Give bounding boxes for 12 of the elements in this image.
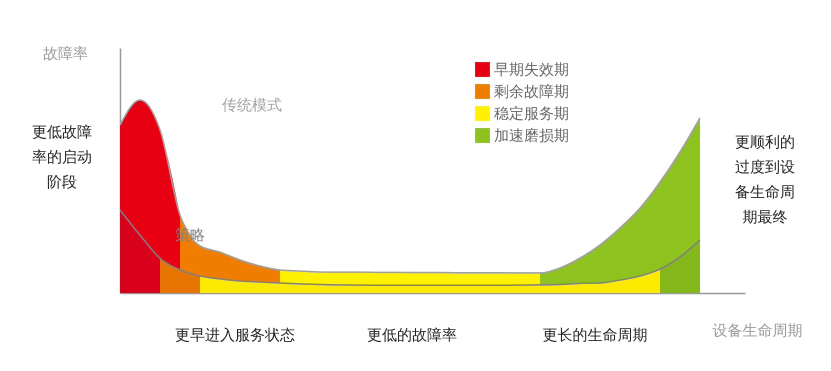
text: 更早进入服务状态	[175, 326, 295, 344]
text: 更顺利的过度到设备生命周期最终	[735, 133, 795, 226]
legend-label: 剩余故障期	[494, 82, 569, 100]
text: 更低故障率的启动阶段	[32, 123, 92, 191]
legend-label: 加速磨损期	[494, 126, 569, 144]
legend-label: 早期失效期	[494, 60, 569, 78]
legend-label: 稳定服务期	[494, 104, 569, 122]
x-axis-title: 设备生命周期	[712, 322, 802, 340]
text: 更低的故障率	[367, 326, 457, 344]
text: 传统模式	[222, 96, 282, 114]
text: 更长的生命周期	[542, 326, 648, 344]
y-axis-title: 故障率	[43, 44, 88, 62]
